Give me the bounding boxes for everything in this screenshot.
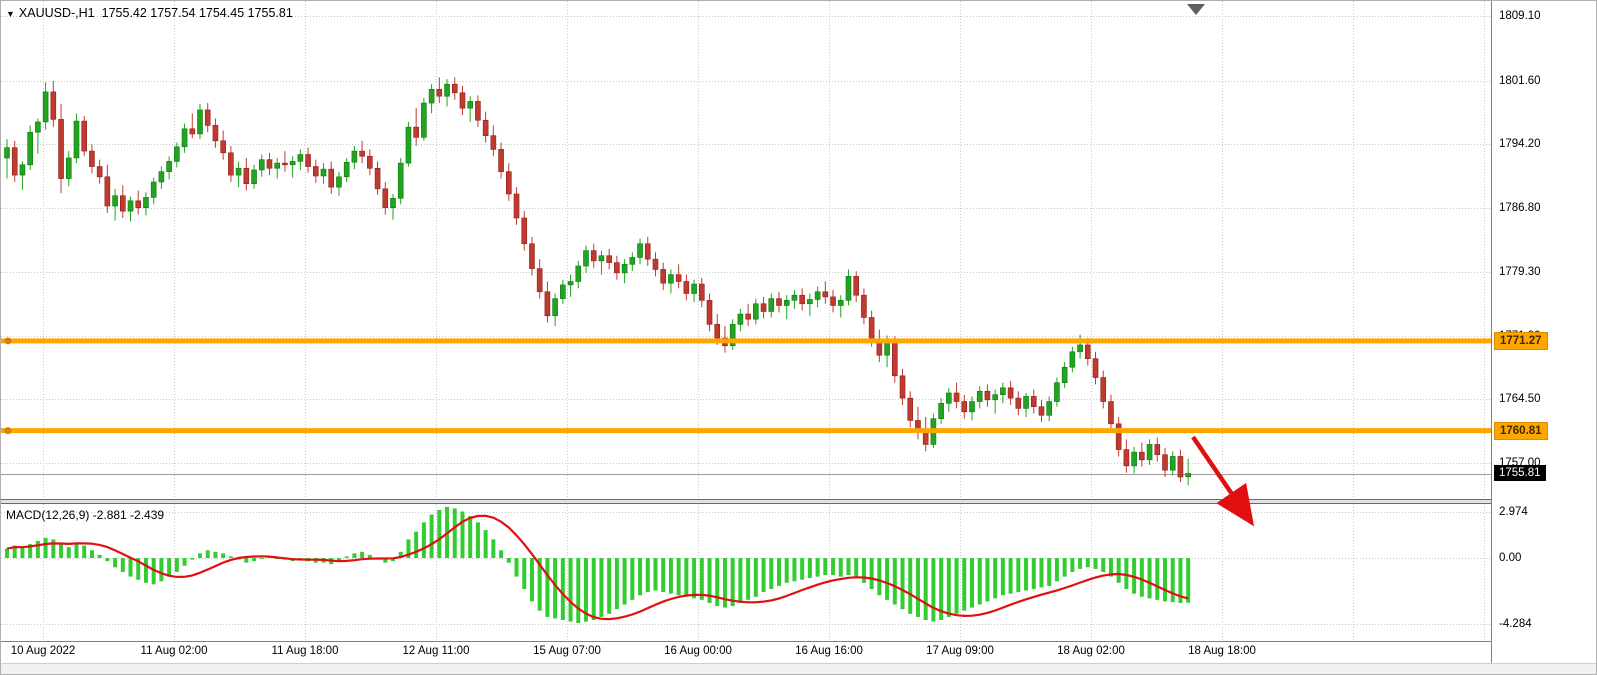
symbol-dropdown-icon[interactable]: ▼	[6, 9, 15, 19]
candlestick-chart	[1, 1, 1491, 499]
price-tick-label: 1801.60	[1499, 75, 1541, 87]
level-price-tag[interactable]: 1771.27	[1494, 332, 1548, 350]
macd-grid	[1, 504, 1491, 641]
ohlc-values: 1755.42 1757.54 1754.45 1755.81	[101, 6, 293, 20]
pane-resize-handle[interactable]	[1, 499, 1596, 504]
time-tick-label: 18 Aug 18:00	[1188, 645, 1256, 657]
time-tick-label: 11 Aug 18:00	[271, 645, 339, 657]
chart-shift-icon[interactable]	[1187, 4, 1205, 15]
price-tick-label: 1786.80	[1499, 202, 1541, 214]
macd-tick-label: -4.284	[1499, 618, 1532, 630]
symbol-period-label: XAUUSD-,H1	[18, 6, 95, 20]
time-tick-label: 12 Aug 11:00	[402, 645, 470, 657]
time-tick-label: 11 Aug 02:00	[140, 645, 208, 657]
bottom-edge	[1, 663, 1596, 674]
price-tick-label: 1809.10	[1499, 10, 1541, 22]
macd-indicator-label: MACD(12,26,9) -2.881 -2.439	[6, 508, 165, 522]
horizontal-level-lines	[1, 337, 1491, 435]
macd-tick-label: 2.974	[1499, 506, 1528, 518]
macd-histogram	[5, 506, 1191, 624]
time-axis[interactable]: 10 Aug 2022 11 Aug 02:00 11 Aug 18:00 12 Au…	[1, 642, 1491, 663]
candlestick-series	[4, 77, 1191, 486]
macd-tick-label: 0.00	[1499, 552, 1522, 564]
current-price-tag: 1755.81	[1494, 465, 1546, 481]
price-tick-label: 1794.20	[1499, 138, 1541, 150]
time-axis-separator	[1, 641, 1596, 642]
time-tick-label: 10 Aug 2022	[10, 645, 76, 657]
level-price-tag[interactable]: 1760.81	[1494, 422, 1548, 440]
macd-indicator-chart	[1, 504, 1491, 641]
time-tick-label: 16 Aug 00:00	[664, 645, 732, 657]
time-tick-label: 18 Aug 02:00	[1057, 645, 1125, 657]
price-tick-label: 1764.50	[1499, 393, 1541, 405]
time-tick-label: 17 Aug 09:00	[926, 645, 994, 657]
price-tick-label: 1779.30	[1499, 266, 1541, 278]
price-chart-pane[interactable]: ▼ XAUUSD-,H1 1755.42 1757.54 1754.45 1755.…	[1, 1, 1491, 499]
main-grid	[1, 1, 1491, 499]
chart-title: ▼ XAUUSD-,H1 1755.42 1757.54 1754.45 1755.…	[6, 6, 293, 20]
macd-signal-line	[6, 514, 1189, 621]
time-tick-label: 16 Aug 16:00	[795, 645, 863, 657]
macd-pane[interactable]: MACD(12,26,9) -2.881 -2.439	[1, 504, 1491, 641]
price-axis[interactable]: 1809.10 1801.60 1794.20 1786.80 1779.30 1771.…	[1491, 1, 1596, 663]
time-tick-label: 15 Aug 07:00	[533, 645, 601, 657]
